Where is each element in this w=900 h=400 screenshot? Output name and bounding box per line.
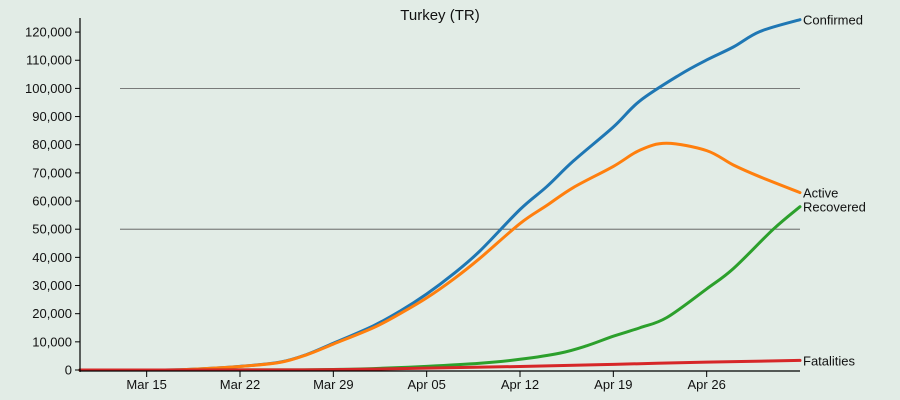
axes [79,18,800,372]
y-tick-label: 60,000 [32,194,72,209]
x-axis-ticks: Mar 15 Mar 22 Mar 29 Apr 05 Apr 12 Apr 19 Apr … [126,371,726,392]
x-tick-label: Apr 05 [408,377,446,392]
y-tick-label: 40,000 [32,250,72,265]
series-lines [78,18,802,372]
y-tick-label: 110,000 [26,53,72,68]
y-tick-label: 0 [65,363,72,378]
x-tick-label: Apr 19 [594,377,632,392]
y-tick-label: 70,000 [32,165,72,180]
series-label-recovered: Recovered [803,200,866,215]
series-line-fatalities [78,358,802,372]
y-tick-label: 20,000 [32,306,72,321]
series-label-fatalities: Fatalities [803,353,856,368]
x-tick-label: Apr 12 [501,377,539,392]
y-tick-label: 50,000 [32,222,72,237]
y-tick-label: 100,000 [25,81,72,96]
y-tick-label: 80,000 [32,137,72,152]
series-line-confirmed [78,18,802,372]
series-label-active: Active [803,186,838,201]
x-tick-label: Apr 26 [688,377,726,392]
x-tick-label: Mar 15 [126,377,166,392]
x-tick-label: Mar 22 [220,377,260,392]
x-tick-label: Mar 29 [313,377,353,392]
y-tick-label: 10,000 [32,334,72,349]
reference-lines [120,88,800,230]
y-axis-ticks: 0 10,000 20,000 30,000 40,000 50,000 60,000 70,… [25,25,80,378]
series-line-active [78,141,802,372]
series-label-confirmed: Confirmed [803,13,863,28]
y-tick-label: 90,000 [32,109,72,124]
chart-title: Turkey (TR) [400,7,479,24]
y-tick-label: 30,000 [32,278,72,293]
y-tick-label: 120,000 [25,25,72,40]
